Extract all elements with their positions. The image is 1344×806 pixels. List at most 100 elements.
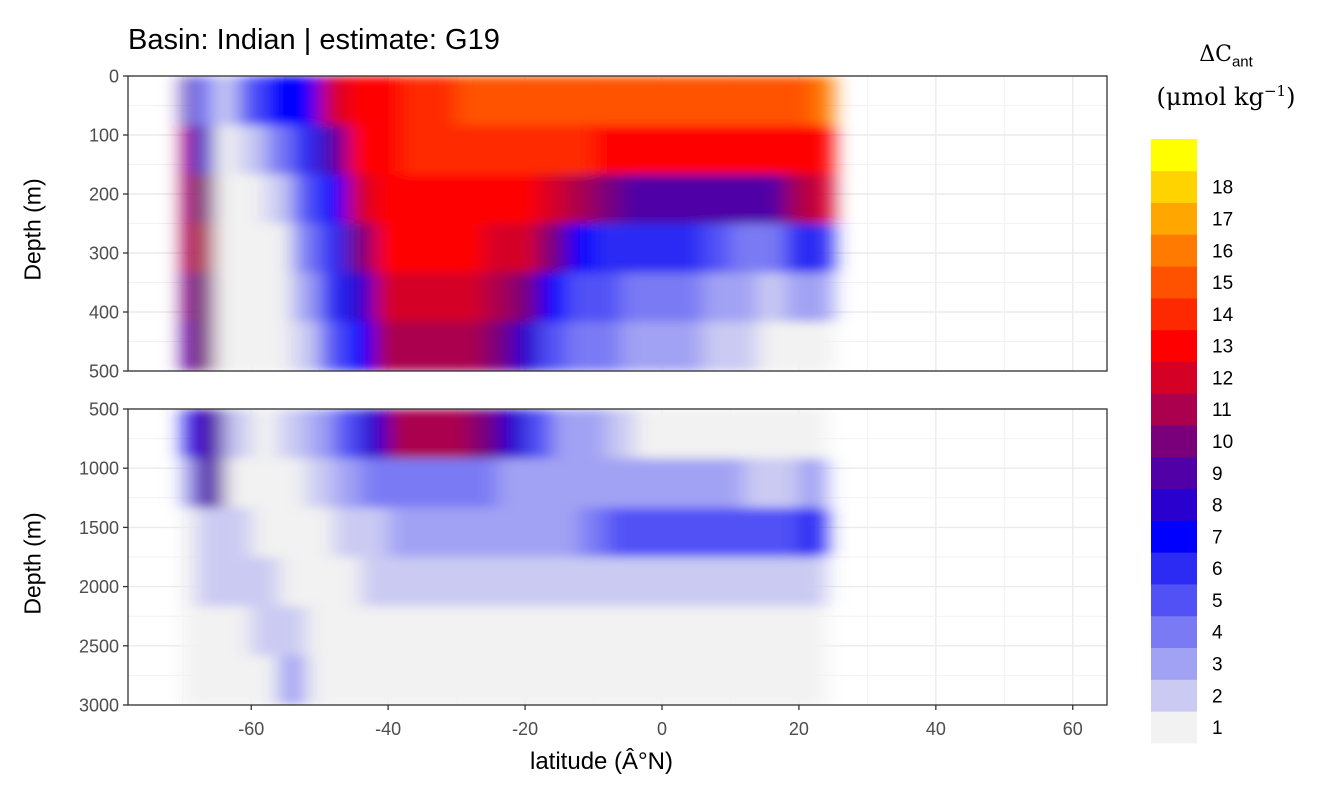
contour-cell	[744, 458, 773, 509]
contour-cell	[429, 76, 458, 126]
contour-cell	[689, 507, 718, 558]
legend-color-swatch	[1151, 170, 1197, 203]
contour-cell	[812, 125, 834, 175]
contour-cell	[347, 321, 375, 371]
legend-tick-label: 3	[1212, 655, 1223, 676]
contour-cell	[716, 507, 745, 558]
contour-cell	[182, 321, 194, 371]
contour-cell	[785, 272, 814, 323]
contour-cell	[484, 272, 512, 323]
contour-cell	[470, 557, 499, 607]
contour-cell	[703, 272, 731, 323]
contour-cell	[812, 321, 834, 371]
contour-cell	[579, 507, 608, 558]
contour-cell	[511, 76, 540, 126]
contour-cell	[196, 655, 225, 705]
contour-cell	[237, 174, 266, 224]
contour-cell	[703, 223, 731, 274]
contour-cell	[251, 655, 280, 705]
legend-title-symbol: ΔC	[1199, 42, 1232, 67]
legend-tick-label: 13	[1212, 337, 1233, 358]
contour-cell	[511, 174, 540, 224]
contour-cell	[812, 223, 834, 274]
contour-cell	[333, 409, 362, 459]
legend-color-swatch	[1151, 361, 1197, 394]
contour-cell	[415, 655, 444, 705]
legend-tick-label: 2	[1212, 686, 1223, 707]
contour-cell	[470, 655, 499, 705]
contour-cell	[182, 409, 197, 459]
contour-cell	[213, 125, 239, 175]
contour-cell	[264, 76, 293, 126]
contour-cell	[771, 557, 800, 607]
panel-border	[127, 408, 1108, 706]
contour-cell	[278, 458, 307, 509]
contour-cell	[388, 557, 417, 607]
contour-cell	[251, 606, 280, 657]
contour-cell	[744, 507, 773, 558]
contour-cell	[675, 174, 704, 224]
contour-cell	[511, 223, 540, 274]
contour-cell	[193, 125, 215, 175]
contour-cell	[347, 272, 375, 323]
contour-cell	[552, 655, 581, 705]
contour-cell	[620, 76, 649, 126]
x-tick-label: 60	[1063, 719, 1083, 739]
contour-cell	[620, 223, 649, 274]
contour-cell	[552, 606, 581, 657]
contour-cell	[182, 174, 194, 224]
contour-cell	[662, 507, 690, 558]
contour-cell	[333, 507, 362, 558]
contour-cell	[593, 76, 622, 126]
contour-cell	[593, 272, 622, 323]
contour-cell	[388, 409, 417, 459]
contour-cell	[757, 272, 786, 323]
legend-color-swatch	[1151, 456, 1197, 490]
contour-cell	[662, 458, 690, 509]
contour-cell	[689, 458, 718, 509]
contour-cell	[292, 174, 321, 224]
contour-cell	[675, 76, 704, 126]
contour-cell	[744, 606, 773, 657]
legend-color-swatch	[1151, 488, 1197, 521]
contour-cell	[319, 321, 348, 371]
contour-cell	[648, 272, 677, 323]
contour-cell	[566, 174, 595, 224]
y-tick-label: 100	[89, 126, 119, 146]
contour-cell	[634, 606, 663, 657]
contour-cell	[703, 125, 731, 175]
contour-cell	[374, 321, 403, 371]
contour-cell	[812, 272, 834, 323]
contour-cell	[662, 409, 690, 459]
contour-cell	[333, 557, 362, 607]
contour-cell	[484, 321, 512, 371]
contour-cell	[456, 223, 485, 274]
contour-cell	[757, 76, 786, 126]
contour-cell	[730, 125, 759, 175]
contour-cell	[374, 174, 403, 224]
contour-cell	[675, 321, 704, 371]
contour-cell	[415, 606, 444, 657]
contour-cell	[193, 76, 215, 126]
y-tick-label: 500	[89, 362, 119, 382]
contour-cell	[237, 76, 266, 126]
x-tick-label: 0	[657, 719, 667, 739]
contour-cell	[579, 458, 608, 509]
contour-cell	[634, 409, 663, 459]
legend-color-swatch	[1151, 202, 1197, 235]
contour-cell	[716, 655, 745, 705]
contour-cell	[634, 507, 663, 558]
contour-cell	[484, 174, 512, 224]
contour-cell	[470, 458, 499, 509]
contour-cell	[182, 655, 197, 705]
contour-cell	[196, 606, 225, 657]
contour-cell	[278, 606, 307, 657]
legend-color-swatch	[1151, 297, 1197, 331]
x-tick-label: -40	[375, 719, 401, 739]
contour-cell	[388, 606, 417, 657]
legend-tick-label: 18	[1212, 178, 1233, 199]
contour-cell	[213, 76, 239, 126]
contour-cell	[566, 223, 595, 274]
contour-cell	[689, 409, 718, 459]
